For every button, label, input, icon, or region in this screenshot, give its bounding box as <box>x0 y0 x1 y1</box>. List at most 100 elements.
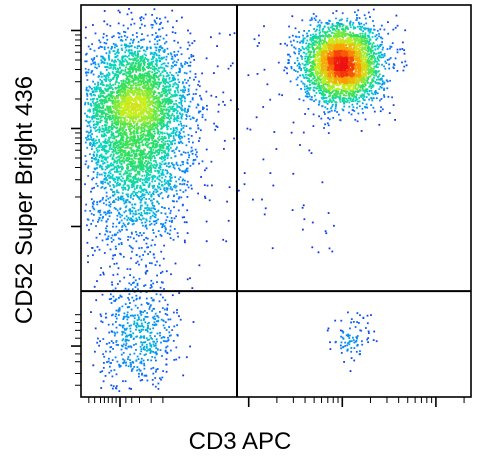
event-dot <box>312 113 315 116</box>
event-dot <box>146 206 149 209</box>
event-dot <box>359 32 362 35</box>
event-dot <box>121 159 124 162</box>
event-dot <box>151 310 153 312</box>
event-dot <box>197 111 200 114</box>
event-dot <box>143 238 145 241</box>
event-dot <box>103 135 105 138</box>
event-dot <box>148 198 151 200</box>
event-dot <box>319 89 321 92</box>
event-dot <box>110 84 112 87</box>
event-dot <box>117 22 120 25</box>
event-dot <box>84 60 87 63</box>
event-dot <box>396 24 399 27</box>
event-dot <box>125 328 127 331</box>
event-dot <box>315 35 318 38</box>
event-dot <box>128 54 130 57</box>
event-dot <box>187 108 190 111</box>
event-dot <box>158 56 160 59</box>
event-dot <box>216 126 219 128</box>
event-dot <box>124 46 127 49</box>
event-dot <box>89 86 92 89</box>
event-dot <box>312 54 315 57</box>
event-dot <box>143 184 146 186</box>
event-dot <box>372 52 375 55</box>
event-dot <box>349 99 352 101</box>
event-dot <box>294 52 297 55</box>
event-dot <box>318 42 320 45</box>
event-dot <box>115 176 118 178</box>
event-dot <box>125 179 128 182</box>
event-dot <box>146 171 149 174</box>
event-dot <box>309 38 312 41</box>
event-dot <box>325 101 328 104</box>
event-dot <box>155 188 158 191</box>
event-dot <box>140 341 142 344</box>
event-dot <box>346 349 349 352</box>
event-dot <box>290 131 293 134</box>
event-dot <box>139 17 142 19</box>
event-dot <box>96 176 98 179</box>
event-dot <box>337 29 340 31</box>
event-dot <box>168 179 171 182</box>
event-dot <box>372 97 375 100</box>
event-dot <box>154 63 157 66</box>
event-dot <box>157 81 160 84</box>
event-dot <box>129 208 131 210</box>
event-dot <box>87 45 90 48</box>
event-dot <box>162 85 165 87</box>
event-dot <box>180 129 183 132</box>
event-dot <box>127 177 130 180</box>
event-dot <box>334 105 337 108</box>
event-dot <box>314 19 317 21</box>
event-dot <box>120 219 123 222</box>
event-dot <box>166 133 169 136</box>
event-dot <box>318 19 321 22</box>
event-dot <box>148 150 150 153</box>
event-dot <box>123 316 125 318</box>
event-dot <box>136 282 139 285</box>
event-dot <box>89 120 92 123</box>
event-dot <box>126 199 129 201</box>
event-dot <box>147 185 150 188</box>
event-dot <box>132 53 135 55</box>
event-dot <box>180 128 183 130</box>
event-dot <box>148 166 150 168</box>
event-dot <box>157 149 159 151</box>
event-dot <box>86 136 89 138</box>
event-dot <box>143 49 145 52</box>
event-dot <box>342 98 345 101</box>
event-dot <box>88 121 91 123</box>
event-dot <box>125 335 127 338</box>
event-dot <box>339 101 342 103</box>
event-dot <box>94 83 96 85</box>
event-dot <box>296 76 299 79</box>
event-dot <box>102 145 104 148</box>
event-dot <box>396 51 399 54</box>
event-dot <box>150 297 153 299</box>
event-dot <box>105 120 107 123</box>
event-dot <box>158 135 161 138</box>
event-dot <box>190 184 193 187</box>
event-dot <box>155 164 158 167</box>
event-dot <box>99 78 102 81</box>
event-dot <box>168 184 170 187</box>
event-dot <box>124 80 127 82</box>
event-dot <box>117 9 120 12</box>
event-dot <box>311 98 313 101</box>
event-dot <box>188 57 191 60</box>
event-dot <box>160 125 163 128</box>
event-dot <box>320 96 323 99</box>
event-dot <box>153 65 156 68</box>
event-dot <box>367 49 370 51</box>
event-dot <box>312 47 315 49</box>
event-dot <box>129 175 132 178</box>
event-dot <box>158 264 161 267</box>
event-dot <box>131 67 134 70</box>
event-dot <box>286 67 288 70</box>
event-dot <box>378 63 380 66</box>
event-dot <box>160 56 163 59</box>
event-dot <box>173 359 176 361</box>
event-dot <box>130 370 133 372</box>
event-dot <box>96 104 98 107</box>
event-dot <box>166 126 168 128</box>
